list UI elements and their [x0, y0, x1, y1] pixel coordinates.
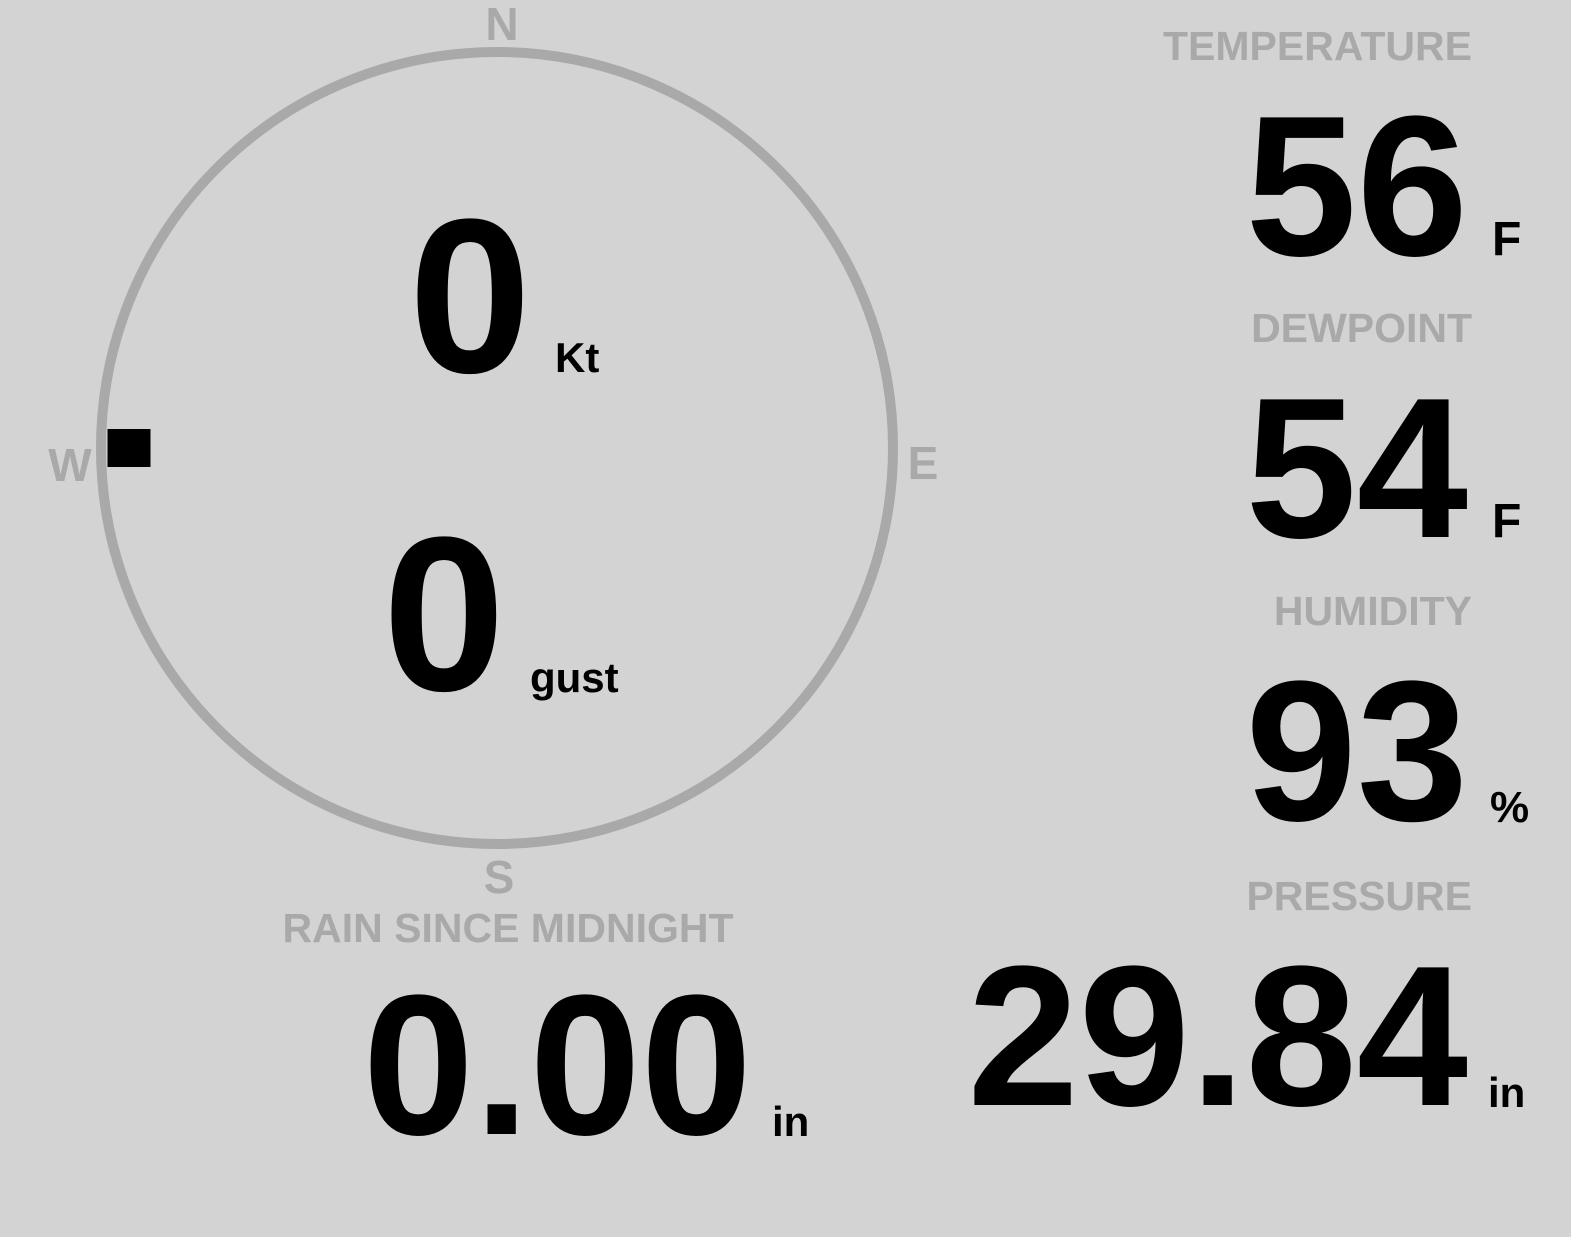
compass-west-label: W	[48, 439, 92, 491]
wind-gust-value: 0	[383, 491, 505, 737]
wind-speed-value: 0	[409, 173, 531, 419]
compass-south-label: S	[484, 851, 515, 903]
humidity-unit: %	[1490, 783, 1529, 832]
rain-value: 0.00	[363, 954, 752, 1177]
pressure-panel: PRESSURE 29.84 in	[968, 873, 1526, 1148]
pressure-unit: in	[1488, 1069, 1525, 1116]
wind-direction-marker	[107, 429, 151, 467]
temperature-value: 56	[1246, 75, 1468, 298]
temperature-label: TEMPERATURE	[1163, 23, 1472, 69]
humidity-label: HUMIDITY	[1274, 588, 1472, 634]
temperature-unit: F	[1492, 213, 1521, 266]
rain-panel: RAIN SINCE MIDNIGHT 0.00 in	[283, 905, 810, 1177]
compass-ring	[96, 47, 898, 849]
pressure-label: PRESSURE	[1246, 873, 1472, 919]
humidity-value: 93	[1246, 640, 1468, 863]
dewpoint-value: 54	[1246, 357, 1468, 580]
dewpoint-unit: F	[1492, 495, 1521, 548]
pressure-value: 29.84	[968, 925, 1469, 1148]
humidity-panel: HUMIDITY 93 %	[1246, 588, 1530, 863]
rain-unit: in	[772, 1098, 809, 1145]
dewpoint-label: DEWPOINT	[1251, 305, 1472, 351]
temperature-panel: TEMPERATURE 56 F	[1163, 23, 1521, 298]
compass-north-label: N	[485, 0, 518, 50]
wind-compass: N S E W 0 Kt 0 gust	[48, 0, 938, 903]
wind-speed-unit: Kt	[555, 334, 599, 381]
rain-label: RAIN SINCE MIDNIGHT	[283, 905, 734, 951]
dewpoint-panel: DEWPOINT 54 F	[1246, 305, 1522, 580]
wind-gust-unit: gust	[530, 654, 619, 701]
compass-east-label: E	[908, 437, 939, 489]
